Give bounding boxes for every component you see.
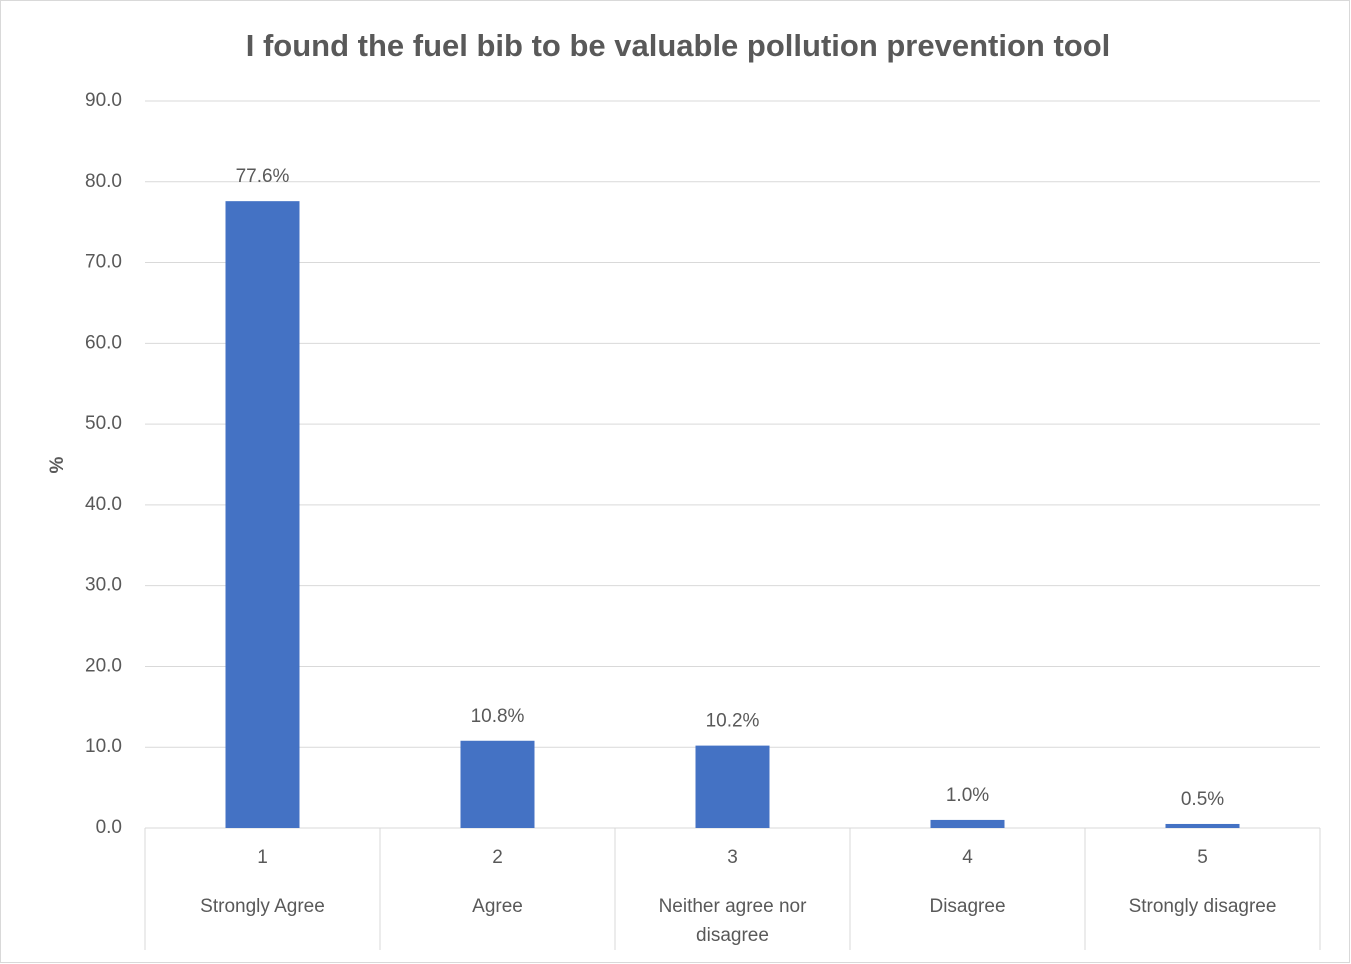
y-tick-label: 30.0 [85, 575, 122, 596]
data-label: 0.5% [1181, 789, 1224, 810]
bar [460, 740, 535, 828]
x-tick-label: 1 [257, 847, 268, 868]
chart-title: I found the fuel bib to be valuable poll… [246, 28, 1111, 63]
x-tick-label: 5 [1197, 847, 1208, 868]
x-tick-label: 4 [962, 847, 973, 868]
data-label: 10.2% [706, 711, 760, 732]
category-label: Strongly Agree [200, 896, 325, 917]
data-label: 10.8% [471, 706, 525, 727]
y-tick-label: 20.0 [85, 655, 122, 676]
y-tick-label: 80.0 [85, 171, 122, 192]
y-tick-label: 60.0 [85, 332, 122, 353]
y-tick-label: 10.0 [85, 736, 122, 757]
category-label: Neither agree nor disagree [658, 896, 807, 946]
bar [695, 745, 770, 828]
bar [930, 819, 1005, 828]
x-tick-label: 3 [727, 847, 738, 868]
category-label: Strongly disagree [1128, 896, 1277, 917]
y-axis-label: % [47, 456, 68, 473]
data-label: 77.6% [236, 166, 290, 187]
y-tick-label: 90.0 [85, 90, 122, 111]
y-tick-label: 70.0 [85, 252, 122, 273]
bar [1165, 823, 1240, 828]
category-label: Disagree [929, 896, 1006, 917]
y-tick-label: 50.0 [85, 413, 122, 434]
bar [225, 201, 300, 829]
category-label: Agree [472, 896, 523, 917]
y-tick-label: 0.0 [96, 817, 122, 838]
x-tick-label: 2 [492, 847, 503, 868]
y-tick-label: 40.0 [85, 494, 122, 515]
data-label: 1.0% [946, 785, 989, 806]
